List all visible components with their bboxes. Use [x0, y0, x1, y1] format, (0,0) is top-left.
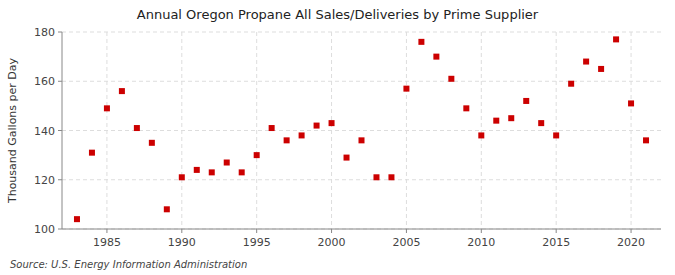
point — [493, 118, 499, 124]
point — [553, 132, 559, 138]
point — [538, 120, 544, 126]
point — [583, 59, 589, 65]
point — [149, 140, 155, 146]
point — [119, 88, 125, 94]
point — [613, 36, 619, 42]
y-tick — [58, 130, 62, 131]
x-tick — [406, 229, 407, 233]
x-tick — [556, 229, 557, 233]
source-note: Source: U.S. Energy Information Administ… — [10, 259, 247, 270]
x-tick-label: 2000 — [318, 236, 346, 249]
y-axis-label: Thousand Gallons per Day — [6, 57, 19, 204]
y-tick-label: 180 — [34, 26, 55, 39]
chart: Annual Oregon Propane All Sales/Deliveri… — [0, 0, 675, 275]
y-grid-line — [62, 32, 661, 33]
x-grid-line — [331, 32, 332, 229]
x-tick-label: 2015 — [542, 236, 570, 249]
point — [403, 86, 409, 92]
point — [74, 216, 80, 222]
y-grid-line — [62, 130, 661, 131]
y-tick-label: 160 — [34, 75, 55, 88]
point — [89, 150, 95, 156]
point — [568, 81, 574, 87]
x-tick-label: 1995 — [243, 236, 271, 249]
y-tick — [58, 32, 62, 33]
point — [373, 174, 379, 180]
point — [254, 152, 260, 158]
x-grid-line — [256, 32, 257, 229]
y-grid-line — [62, 179, 661, 180]
x-grid-line — [181, 32, 182, 229]
point — [448, 76, 454, 82]
x-tick — [481, 229, 482, 233]
x-tick — [106, 229, 107, 233]
point — [643, 137, 649, 143]
y-tick-label: 120 — [34, 174, 55, 187]
y-tick — [58, 229, 62, 230]
point — [598, 66, 604, 72]
point — [164, 206, 170, 212]
x-grid-line — [481, 32, 482, 229]
x-tick-label: 2010 — [467, 236, 495, 249]
x-tick-label: 1990 — [168, 236, 196, 249]
point — [269, 125, 275, 131]
x-tick-label: 2005 — [392, 236, 420, 249]
point — [433, 54, 439, 60]
x-tick-label: 2020 — [617, 236, 645, 249]
x-tick — [181, 229, 182, 233]
point — [523, 98, 529, 104]
x-tick-label: 1985 — [93, 236, 121, 249]
point — [388, 174, 394, 180]
title: Annual Oregon Propane All Sales/Deliveri… — [137, 7, 539, 22]
point — [284, 137, 290, 143]
point — [299, 132, 305, 138]
y-tick — [58, 179, 62, 180]
point — [344, 155, 350, 161]
x-grid-line — [556, 32, 557, 229]
x-tick — [631, 229, 632, 233]
point — [359, 137, 365, 143]
point — [418, 39, 424, 45]
x-grid-line — [631, 32, 632, 229]
point — [104, 105, 110, 111]
points — [74, 36, 649, 222]
y-axis-line — [62, 32, 63, 229]
point — [179, 174, 185, 180]
y-grid-line — [62, 229, 661, 230]
x-axis-line — [62, 229, 661, 230]
point — [239, 169, 245, 175]
point — [209, 169, 215, 175]
point — [508, 115, 514, 121]
point — [463, 105, 469, 111]
axes: 100 120 140 160 180 1985 1990 1995 2000 2005 2010 2… — [34, 26, 661, 249]
y-tick-label: 100 — [34, 223, 55, 236]
point — [478, 132, 484, 138]
point — [628, 100, 634, 106]
x-grid-line — [406, 32, 407, 229]
grid — [62, 32, 661, 229]
x-tick — [256, 229, 257, 233]
point — [194, 167, 200, 173]
y-tick-label: 140 — [34, 125, 55, 138]
point — [134, 125, 140, 131]
point — [314, 123, 320, 129]
x-grid-line — [106, 32, 107, 229]
y-tick — [58, 81, 62, 82]
x-tick — [331, 229, 332, 233]
point — [224, 160, 230, 166]
point — [329, 120, 335, 126]
